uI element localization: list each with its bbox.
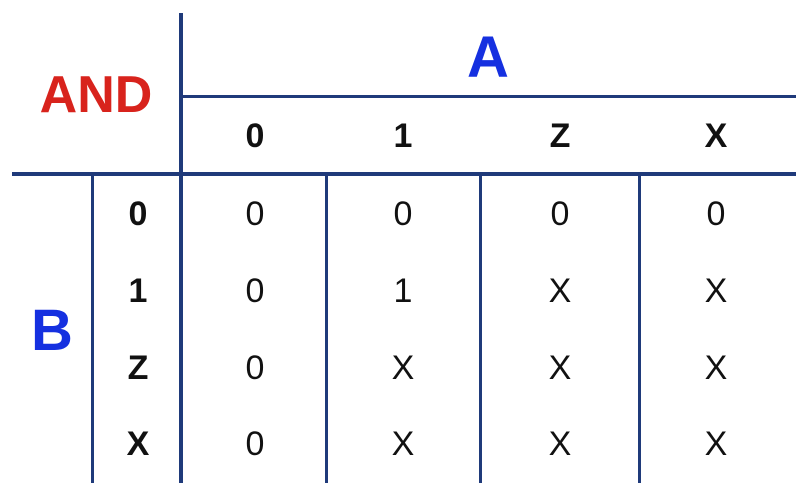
row-header: Z	[127, 349, 149, 387]
column-header: 0	[245, 117, 265, 155]
table-cell: 0	[245, 349, 265, 387]
grid-line-row-header-left	[91, 174, 94, 483]
table-cell: 1	[393, 272, 413, 310]
table-cell: 0	[245, 425, 265, 463]
table-cell: 0	[706, 195, 726, 233]
table-cell: 0	[550, 195, 570, 233]
table-cell: X	[704, 349, 728, 387]
table-cell: X	[548, 349, 572, 387]
column-header: X	[704, 117, 728, 155]
table-cell: X	[391, 425, 415, 463]
grid-line-header-separator	[181, 95, 796, 98]
table-cell: X	[704, 272, 728, 310]
row-header: X	[126, 425, 150, 463]
table-cell: X	[548, 272, 572, 310]
grid-line-vertical-main	[179, 13, 183, 483]
row-axis-label: B	[31, 298, 73, 363]
grid-line-col-divider-2	[479, 174, 482, 483]
table-cell: 0	[245, 272, 265, 310]
column-header: 1	[393, 117, 413, 155]
column-axis-label: A	[467, 25, 509, 90]
row-header: 0	[128, 195, 148, 233]
grid-line-col-divider-1	[325, 174, 328, 483]
table-cell: 0	[393, 195, 413, 233]
table-cell: X	[704, 425, 728, 463]
row-header: 1	[128, 272, 148, 310]
table-cell: X	[548, 425, 572, 463]
column-header: Z	[549, 117, 571, 155]
table-title: AND	[39, 66, 153, 124]
grid-line-col-divider-3	[638, 174, 641, 483]
table-cell: X	[391, 349, 415, 387]
table-cell: 0	[245, 195, 265, 233]
grid-line-horizontal-main	[12, 172, 796, 176]
